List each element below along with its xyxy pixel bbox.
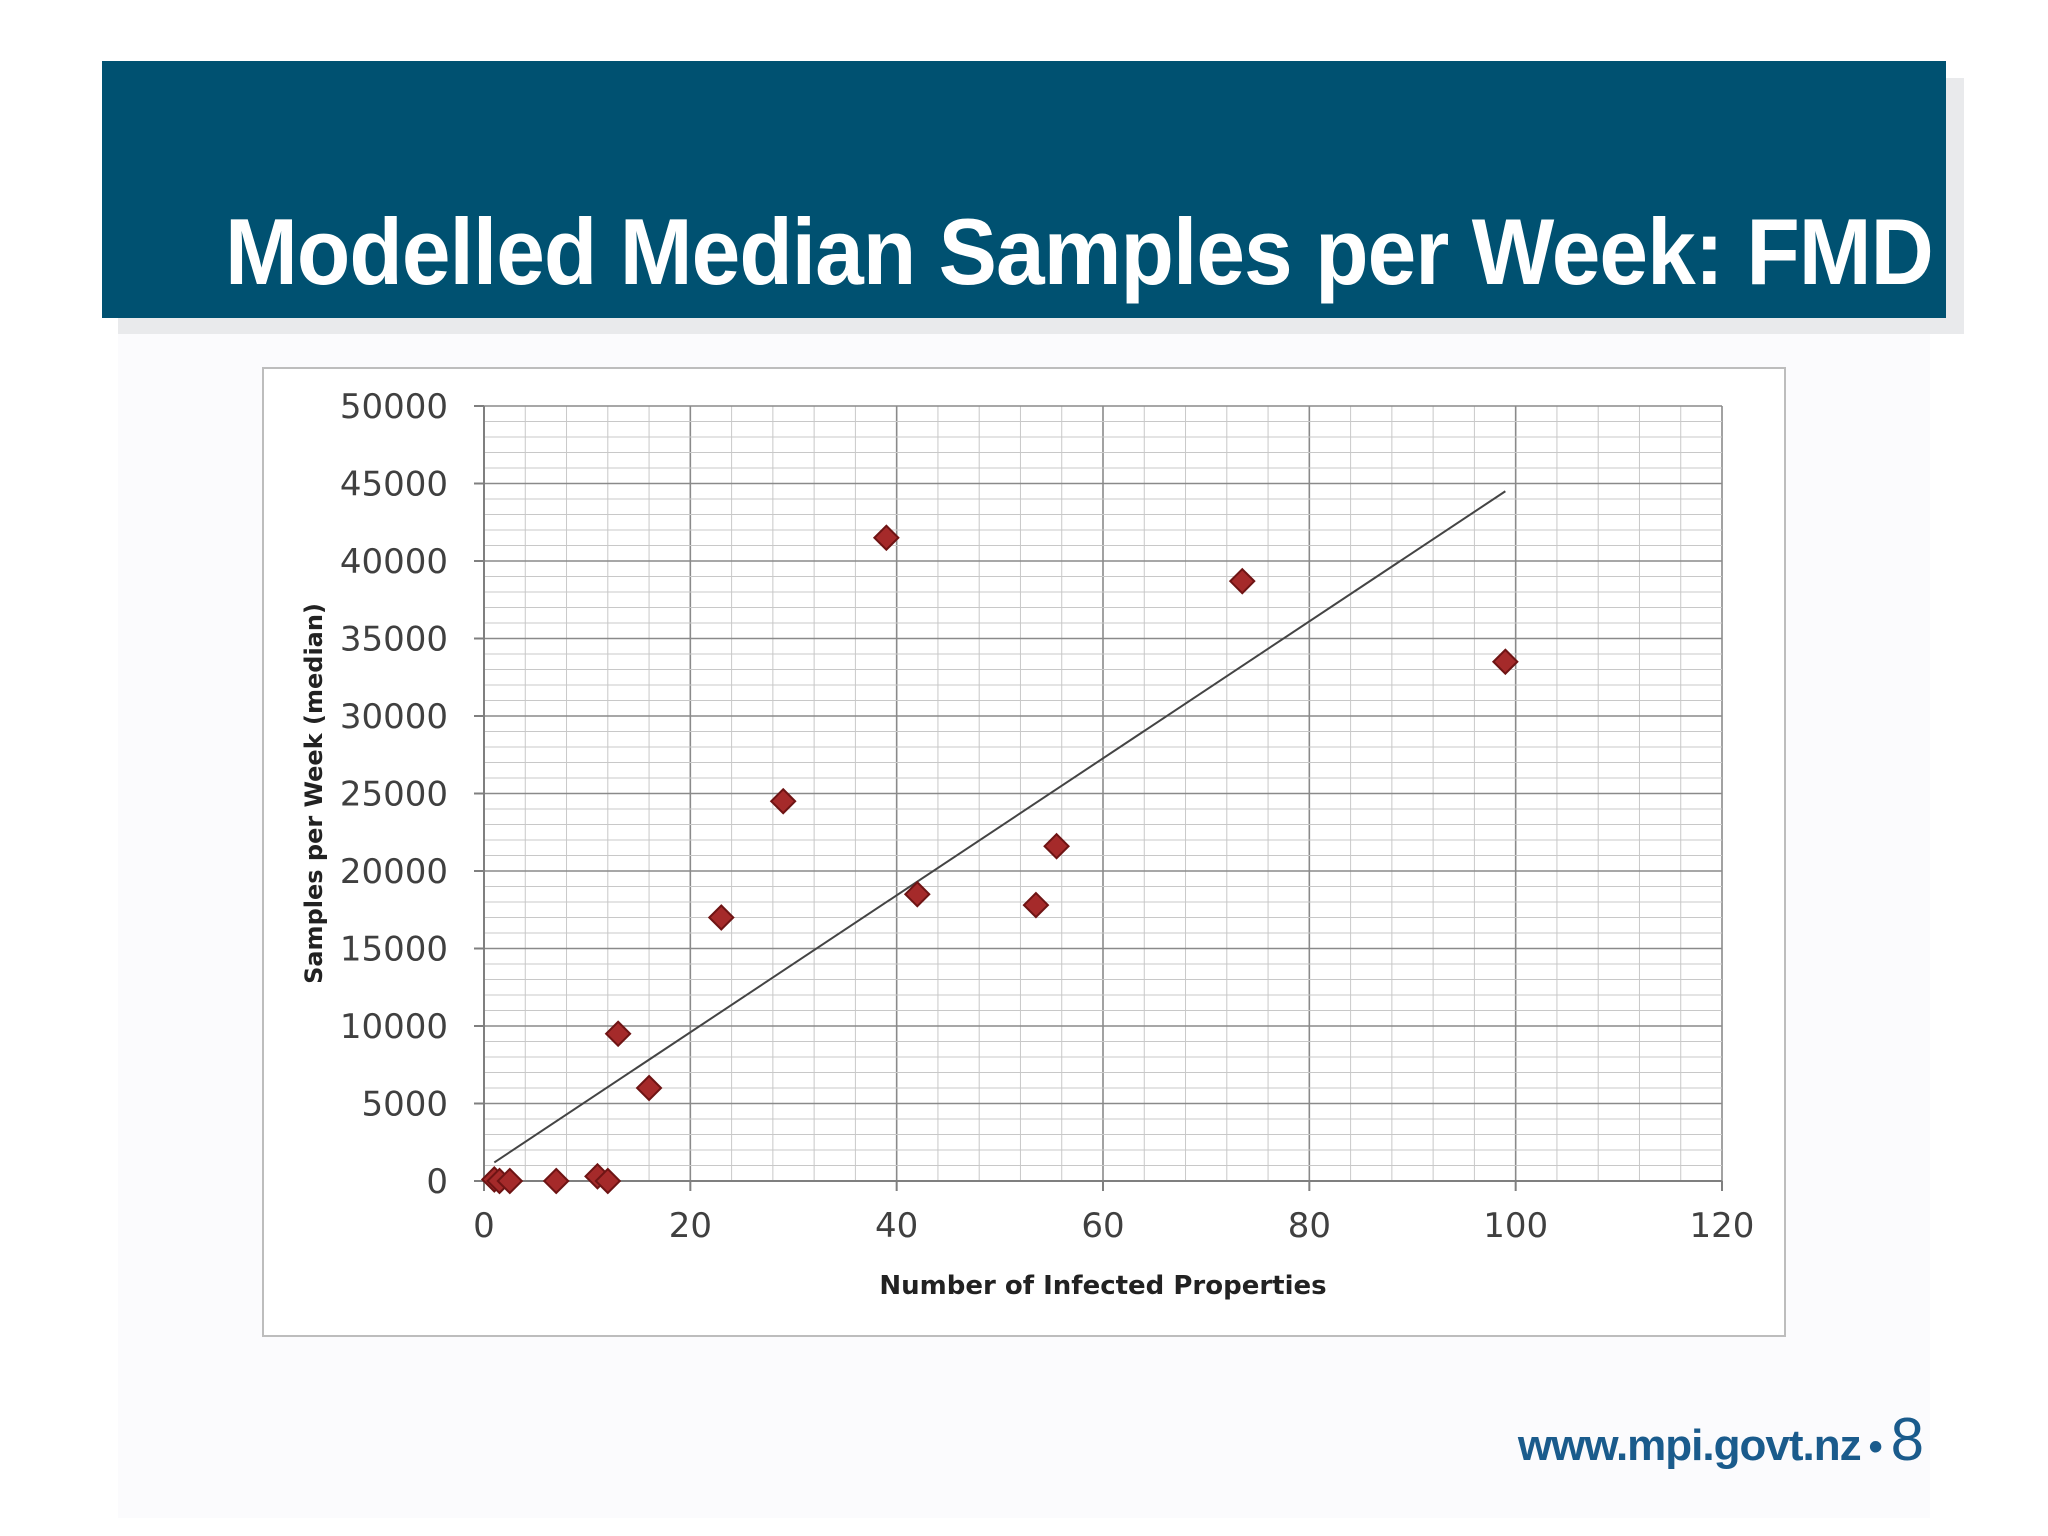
data-point (872, 524, 900, 552)
data-point (903, 880, 931, 908)
y-tick-label: 25000 (340, 775, 448, 815)
x-tick-label: 80 (1288, 1206, 1331, 1246)
y-tick-label: 30000 (340, 697, 448, 737)
x-tick-label: 100 (1483, 1206, 1548, 1246)
y-tick-label: 50000 (340, 387, 448, 427)
y-tick-label: 35000 (340, 620, 448, 660)
data-point (1228, 567, 1256, 595)
y-tick-label: 5000 (361, 1085, 448, 1125)
x-axis-title: Number of Infected Properties (879, 1271, 1326, 1301)
footer: www.mpi.govt.nz • 8 (1518, 1405, 1924, 1474)
data-point (1491, 648, 1519, 676)
data-point (707, 904, 735, 931)
y-tick-label: 15000 (340, 930, 448, 970)
x-tick-label: 40 (875, 1206, 918, 1246)
x-tick-label: 20 (669, 1206, 712, 1246)
scatter-chart: 0 20 40 60 80 100 120 0 5000 10000 15000 20000 25000… (300, 387, 1755, 1301)
grid-lines (483, 405, 1723, 1182)
y-tick-label: 20000 (340, 852, 448, 892)
y-tick-label: 10000 (340, 1007, 448, 1047)
footer-separator: • (1868, 1425, 1883, 1469)
y-tick-label: 40000 (340, 542, 448, 582)
title-bar: Modelled Median Samples per Week: FMD (102, 61, 1946, 318)
y-tick-label: 0 (426, 1162, 448, 1202)
footer-url[interactable]: www.mpi.govt.nz (1517, 1421, 1862, 1470)
trendline (493, 490, 1506, 1164)
data-point (1022, 891, 1050, 919)
x-tick-label: 120 (1690, 1206, 1755, 1246)
data-point (769, 787, 797, 815)
data-point (496, 1167, 524, 1195)
slide-title: Modelled Median Samples per Week: FMD (225, 199, 1934, 304)
data-point (604, 1020, 632, 1048)
data-point (635, 1074, 663, 1102)
data-point (594, 1167, 622, 1195)
y-tick-label: 45000 (340, 465, 448, 505)
page-number: 8 (1890, 1406, 1924, 1473)
data-point (1043, 832, 1070, 860)
chart-frame: 0 20 40 60 80 100 120 0 5000 10000 15000 20000 25000… (262, 367, 1786, 1337)
x-tick-label: 60 (1081, 1206, 1124, 1246)
data-points (480, 524, 1519, 1195)
y-axis-title: Samples per Week (median) (300, 603, 328, 984)
x-tick-label: 0 (473, 1206, 495, 1246)
data-point (542, 1167, 570, 1195)
